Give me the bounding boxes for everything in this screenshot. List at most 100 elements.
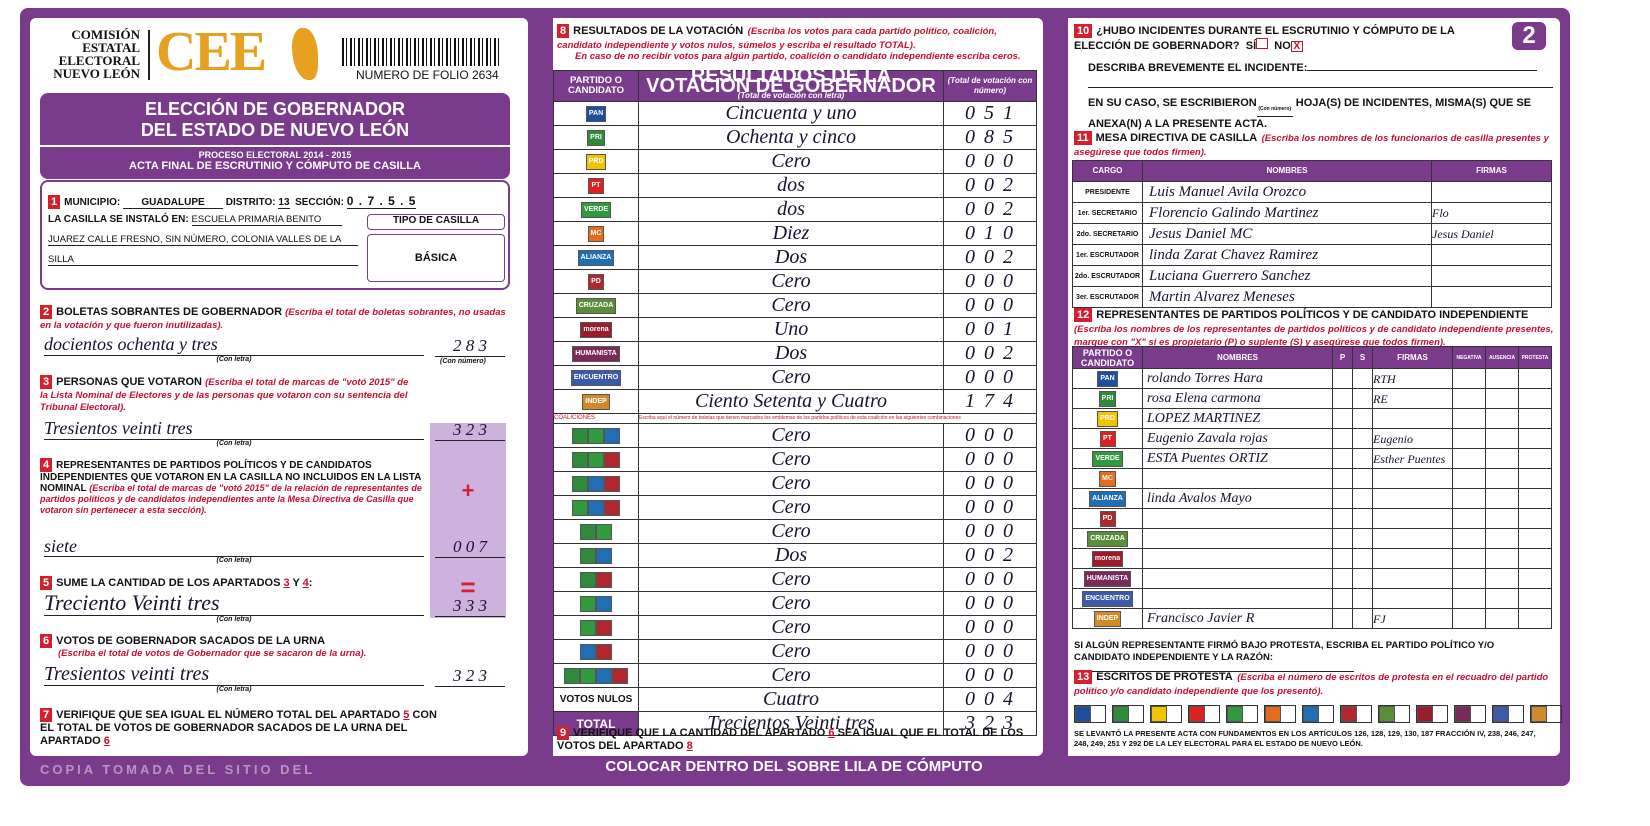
votes-letra[interactable]: dos: [638, 173, 944, 198]
nombre[interactable]: linda Avalos Mayo: [1142, 488, 1333, 509]
votes-numero[interactable]: 0 0 0: [943, 519, 1037, 544]
votes-numero[interactable]: 0 0 2: [943, 543, 1037, 568]
nombre[interactable]: linda Zarat Chavez Ramirez: [1142, 244, 1432, 266]
votes-letra[interactable]: Dos: [638, 245, 944, 270]
escrito-box[interactable]: [1226, 705, 1258, 723]
firma[interactable]: Jesus Daniel: [1431, 223, 1552, 245]
votes-numero[interactable]: 0 0 0: [943, 269, 1037, 294]
votes-letra[interactable]: Dos: [638, 341, 944, 366]
protesta-checkbox[interactable]: [1518, 488, 1552, 509]
escrito-box[interactable]: [1150, 705, 1182, 723]
votes-letra[interactable]: Cero: [638, 269, 944, 294]
ausencia-checkbox[interactable]: [1485, 428, 1519, 449]
escrito-box[interactable]: [1340, 705, 1372, 723]
nombre[interactable]: [1142, 588, 1333, 609]
ausencia-checkbox[interactable]: [1485, 368, 1519, 389]
firma[interactable]: [1372, 588, 1453, 609]
ausencia-checkbox[interactable]: [1485, 468, 1519, 489]
votes-letra[interactable]: Cuatro: [638, 687, 944, 712]
votes-letra[interactable]: Ciento Setenta y Cuatro: [638, 389, 944, 414]
votes-numero[interactable]: 0 0 0: [943, 471, 1037, 496]
protesta-checkbox[interactable]: [1518, 548, 1552, 569]
negativa-checkbox[interactable]: [1452, 428, 1486, 449]
hojas-field[interactable]: (Con número): [1256, 102, 1293, 117]
protesta-checkbox[interactable]: [1518, 608, 1552, 629]
nombre[interactable]: [1142, 568, 1333, 589]
votes-letra[interactable]: Dos: [638, 543, 944, 568]
s-checkbox[interactable]: [1352, 428, 1373, 449]
s-checkbox[interactable]: [1352, 488, 1373, 509]
votes-letra[interactable]: Cero: [638, 365, 944, 390]
escrito-box[interactable]: [1492, 705, 1524, 723]
nombre[interactable]: [1142, 508, 1333, 529]
escrito-box[interactable]: [1188, 705, 1220, 723]
p-checkbox[interactable]: [1332, 568, 1353, 589]
votes-letra[interactable]: Cero: [638, 293, 944, 318]
votes-numero[interactable]: 0 0 2: [943, 173, 1037, 198]
s-checkbox[interactable]: [1352, 548, 1373, 569]
ausencia-checkbox[interactable]: [1485, 388, 1519, 409]
protesta-checkbox[interactable]: [1518, 468, 1552, 489]
negativa-checkbox[interactable]: [1452, 408, 1486, 429]
firma[interactable]: [1372, 528, 1453, 549]
escrito-box[interactable]: [1416, 705, 1448, 723]
votes-numero[interactable]: 0 5 1: [943, 101, 1037, 126]
nombre[interactable]: [1142, 548, 1333, 569]
negativa-checkbox[interactable]: [1452, 368, 1486, 389]
firma[interactable]: [1372, 508, 1453, 529]
p-checkbox[interactable]: [1332, 508, 1353, 529]
negativa-checkbox[interactable]: [1452, 448, 1486, 469]
p-checkbox[interactable]: [1332, 488, 1353, 509]
votes-letra[interactable]: Cero: [638, 663, 944, 688]
p-checkbox[interactable]: [1332, 368, 1353, 389]
negativa-checkbox[interactable]: [1452, 508, 1486, 529]
p-checkbox[interactable]: [1332, 528, 1353, 549]
firma[interactable]: RTH: [1372, 368, 1453, 389]
ausencia-checkbox[interactable]: [1485, 608, 1519, 629]
nombre[interactable]: Luciana Guerrero Sanchez: [1142, 265, 1432, 287]
votes-numero[interactable]: 1 7 4: [943, 389, 1037, 414]
escrito-box[interactable]: [1302, 705, 1334, 723]
s-checkbox[interactable]: [1352, 528, 1373, 549]
s-checkbox[interactable]: [1352, 508, 1373, 529]
protesta-checkbox[interactable]: [1518, 568, 1552, 589]
s-checkbox[interactable]: [1352, 368, 1373, 389]
ausencia-checkbox[interactable]: [1485, 588, 1519, 609]
escrito-box[interactable]: [1454, 705, 1486, 723]
nombre[interactable]: [1142, 468, 1333, 489]
p-checkbox[interactable]: [1332, 408, 1353, 429]
p-checkbox[interactable]: [1332, 428, 1353, 449]
negativa-checkbox[interactable]: [1452, 528, 1486, 549]
firma[interactable]: [1431, 265, 1552, 287]
escrito-box[interactable]: [1530, 705, 1562, 723]
votes-letra[interactable]: dos: [638, 197, 944, 222]
nombre[interactable]: Francisco Javier R: [1142, 608, 1333, 629]
nombre[interactable]: Florencio Galindo Martinez: [1142, 202, 1432, 224]
protesta-checkbox[interactable]: [1518, 408, 1552, 429]
votes-letra[interactable]: Cero: [638, 519, 944, 544]
p-checkbox[interactable]: [1332, 388, 1353, 409]
ausencia-checkbox[interactable]: [1485, 448, 1519, 469]
negativa-checkbox[interactable]: [1452, 388, 1486, 409]
votes-numero[interactable]: 0 0 0: [943, 567, 1037, 592]
votes-numero[interactable]: 0 0 0: [943, 149, 1037, 174]
s-checkbox[interactable]: [1352, 448, 1373, 469]
s-checkbox[interactable]: [1352, 608, 1373, 629]
votes-letra[interactable]: Uno: [638, 317, 944, 342]
protesta-checkbox[interactable]: [1518, 368, 1552, 389]
nombre[interactable]: Jesus Daniel MC: [1142, 223, 1432, 245]
votes-numero[interactable]: 0 0 2: [943, 245, 1037, 270]
votes-numero[interactable]: 0 0 0: [943, 423, 1037, 448]
protesta-checkbox[interactable]: [1518, 428, 1552, 449]
ausencia-checkbox[interactable]: [1485, 548, 1519, 569]
votes-letra[interactable]: Cero: [638, 495, 944, 520]
votes-numero[interactable]: 0 0 0: [943, 663, 1037, 688]
nombre[interactable]: rolando Torres Hara: [1142, 368, 1333, 389]
negativa-checkbox[interactable]: [1452, 588, 1486, 609]
firma[interactable]: Flo: [1431, 202, 1552, 224]
p-checkbox[interactable]: [1332, 548, 1353, 569]
votes-numero[interactable]: 0 0 0: [943, 447, 1037, 472]
votes-numero[interactable]: 0 0 0: [943, 639, 1037, 664]
votes-letra[interactable]: Cero: [638, 591, 944, 616]
ausencia-checkbox[interactable]: [1485, 568, 1519, 589]
